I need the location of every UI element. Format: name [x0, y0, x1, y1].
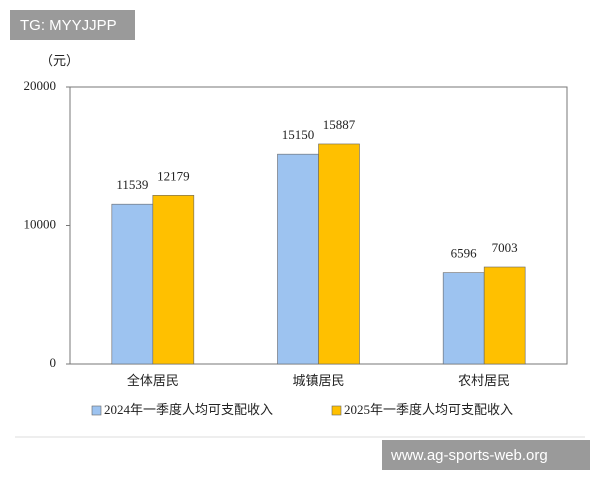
watermark: TG: MYYJJPP: [20, 17, 117, 34]
bar: [442, 272, 485, 365]
y-tick-label: 10000: [24, 216, 57, 231]
y-tick-label: 0: [50, 355, 57, 370]
watermark-box: [382, 440, 590, 470]
y-axis-unit: （元）: [40, 53, 79, 68]
watermark: www.ag-sports-web.org: [390, 447, 548, 464]
legend-swatch: [331, 405, 342, 416]
data-label: 15150: [282, 127, 315, 142]
data-label: 15887: [323, 117, 356, 132]
x-tick-label: 农村居民: [458, 373, 510, 388]
data-label: 6596: [451, 246, 478, 261]
bar: [483, 266, 526, 365]
bar: [277, 153, 319, 365]
legend-label: 2024年一季度人均可支配收入: [104, 402, 273, 417]
data-label: 11539: [116, 177, 148, 192]
bar: [111, 203, 154, 365]
bar: [318, 143, 360, 365]
x-tick-label: 城镇居民: [292, 373, 344, 388]
data-label: 7003: [492, 240, 518, 255]
legend-label: 2025年一季度人均可支配收入: [344, 402, 513, 417]
watermark-box: [10, 10, 135, 40]
x-tick-label: 全体居民: [127, 373, 179, 388]
y-tick-label: 20000: [24, 78, 57, 93]
bar: [152, 195, 195, 365]
data-label: 12179: [157, 168, 190, 183]
legend-swatch: [91, 405, 102, 416]
